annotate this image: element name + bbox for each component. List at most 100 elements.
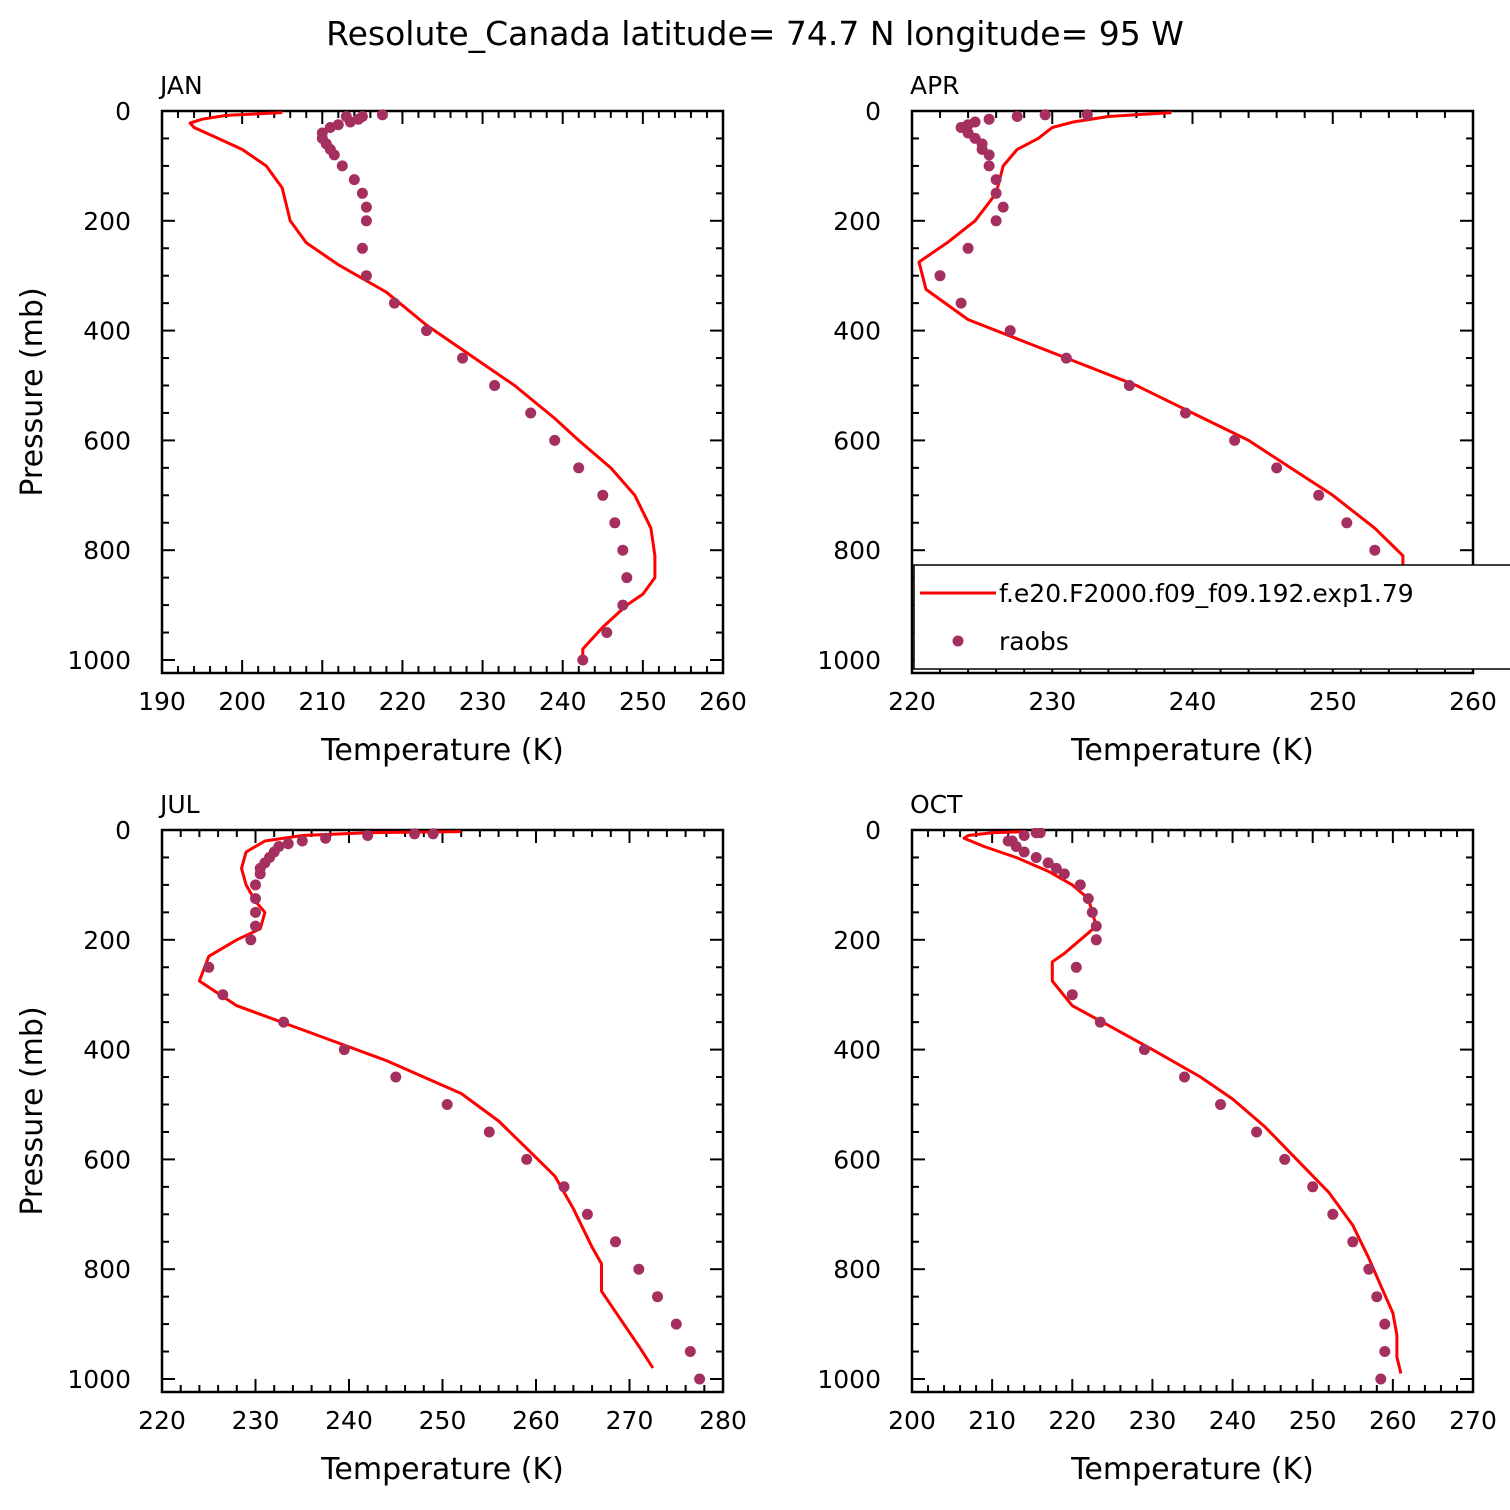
- raobs-point: [617, 599, 629, 611]
- legend-model-label: f.e20.F2000.f09_f09.192.exp1.79: [999, 579, 1414, 608]
- raobs-point: [652, 1291, 663, 1303]
- raobs-point: [1123, 380, 1135, 391]
- y-tick-label: 400: [83, 1036, 131, 1065]
- x-tick-label: 260: [512, 1406, 560, 1435]
- plot-frame: [160, 109, 725, 675]
- raobs-point: [955, 297, 967, 309]
- raobs-point: [549, 434, 561, 446]
- model-profile-line: [188, 111, 657, 660]
- raobs-point: [376, 109, 388, 121]
- raobs-point: [1094, 1016, 1106, 1028]
- raobs-point: [621, 572, 633, 584]
- raobs-point: [217, 989, 229, 1001]
- raobs-point: [694, 1373, 706, 1385]
- x-axis-title: Temperature (K): [320, 733, 564, 768]
- raobs-point: [1327, 1208, 1339, 1220]
- raobs-point: [609, 517, 621, 529]
- x-tick-label: 260: [1449, 687, 1497, 716]
- raobs-point: [1138, 1044, 1150, 1056]
- raobs-point: [983, 160, 995, 172]
- raobs-point: [1341, 517, 1353, 529]
- panel-jan: JAN 190 200 210 220 230 240 250 260 0 200 400 600 800…: [15, 71, 747, 768]
- x-tick-label: 210: [298, 687, 346, 716]
- raobs-point: [1086, 906, 1098, 918]
- raobs-point: [990, 215, 1002, 227]
- x-tick-label: 260: [1369, 1406, 1417, 1435]
- raobs-point: [489, 380, 501, 391]
- raobs-point: [962, 242, 974, 254]
- y-tick-label: 200: [833, 926, 881, 955]
- panel-apr: APR 220 230 240 250 260 0 200 400 600 800 1000 Tempe…: [817, 71, 1510, 768]
- raobs-point: [1369, 544, 1381, 556]
- y-tick-label: 1000: [67, 646, 131, 675]
- raobs-point: [1179, 1071, 1190, 1083]
- x-tick-label: 190: [138, 687, 186, 716]
- x-tick-label: 220: [379, 687, 427, 716]
- raobs-point: [983, 149, 995, 161]
- y-tick-label: 0: [865, 816, 881, 845]
- raobs-point: [360, 270, 372, 282]
- raobs-point: [1379, 1318, 1391, 1330]
- raobs-point: [296, 835, 308, 847]
- raobs-point: [1082, 893, 1094, 905]
- raobs-point: [1363, 1263, 1375, 1275]
- raobs-point: [1313, 489, 1325, 501]
- figure-title: Resolute_Canada latitude= 74.7 N longitu…: [326, 14, 1184, 53]
- panel-oct: OCT 200 210 220 230 240 250 260 270 0 200 400 600 800…: [817, 790, 1496, 1487]
- raobs-point: [1090, 920, 1102, 932]
- legend-marker-swatch: [952, 635, 964, 647]
- y-axis-title: Pressure (mb): [15, 287, 50, 496]
- x-tick-label: 200: [888, 1406, 936, 1435]
- x-axis-title: Temperature (K): [1070, 1452, 1314, 1487]
- x-tick-label: 220: [1048, 1406, 1096, 1435]
- raobs-point: [250, 879, 261, 891]
- raobs-point: [278, 1016, 290, 1028]
- y-tick-label: 800: [833, 536, 881, 565]
- y-tick-label: 800: [83, 536, 131, 565]
- raobs-point: [1030, 852, 1042, 863]
- raobs-point: [1066, 989, 1078, 1001]
- raobs-point: [250, 920, 261, 932]
- x-tick-label: 250: [619, 687, 667, 716]
- y-tick-label: 600: [83, 426, 131, 455]
- raobs-point: [1081, 109, 1093, 121]
- raobs-point: [203, 961, 215, 973]
- raobs-point: [597, 489, 609, 501]
- raobs-point: [1307, 1181, 1319, 1193]
- x-tick-label: 240: [325, 1406, 373, 1435]
- raobs-point: [362, 830, 374, 841]
- legend-frame: [913, 564, 1510, 670]
- y-tick-label: 400: [833, 317, 881, 346]
- raobs-point: [282, 838, 294, 850]
- x-tick-label: 210: [968, 1406, 1016, 1435]
- panel-label: JAN: [158, 71, 203, 100]
- x-tick-label: 270: [606, 1406, 654, 1435]
- x-tick-label: 230: [459, 687, 507, 716]
- raobs-point: [1030, 828, 1042, 839]
- raobs-point: [245, 934, 257, 946]
- y-tick-label: 1000: [817, 1365, 881, 1394]
- y-tick-label: 600: [833, 426, 881, 455]
- raobs-point: [356, 242, 368, 254]
- raobs-point: [1074, 879, 1086, 891]
- model-profile-line: [962, 830, 1403, 1374]
- raobs-point: [390, 1071, 402, 1083]
- x-tick-label: 250: [419, 1406, 467, 1435]
- raobs-point: [577, 654, 589, 666]
- raobs-point: [1375, 1373, 1387, 1385]
- panels-group: JAN 190 200 210 220 230 240 250 260 0 200 400 600 800…: [15, 71, 1510, 1487]
- series-group: [188, 109, 657, 666]
- raobs-point: [1180, 407, 1191, 419]
- y-tick-label: 800: [833, 1255, 881, 1284]
- plot-frame: [910, 828, 1475, 1394]
- y-tick-label: 600: [833, 1145, 881, 1174]
- raobs-point: [427, 828, 439, 840]
- raobs-point: [573, 462, 585, 474]
- y-tick-label: 600: [83, 1145, 131, 1174]
- raobs-point: [1002, 835, 1014, 847]
- raobs-point: [525, 407, 537, 419]
- x-tick-label: 230: [1028, 687, 1076, 716]
- raobs-point: [1279, 1153, 1291, 1165]
- raobs-point: [1004, 325, 1016, 337]
- raobs-point: [409, 828, 420, 840]
